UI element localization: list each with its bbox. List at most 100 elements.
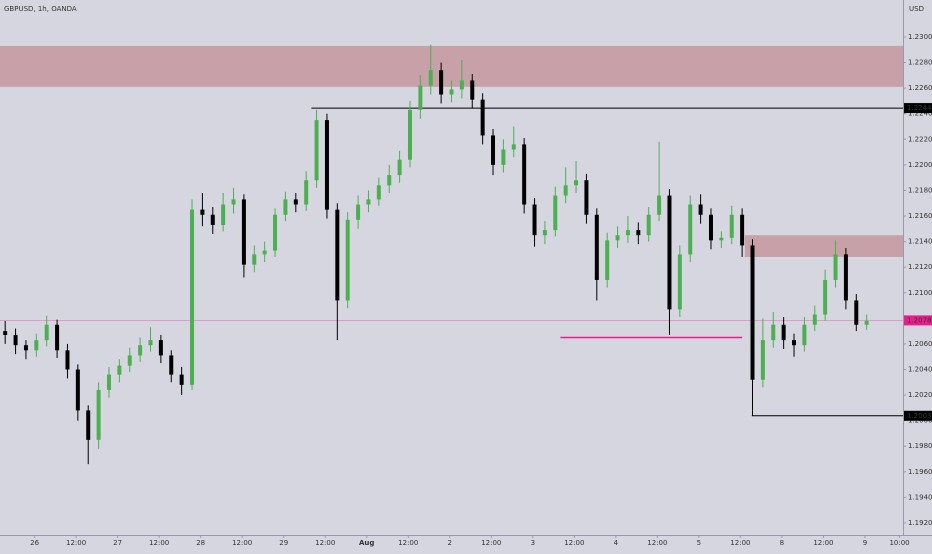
- y-tick-label: 1.23000: [908, 33, 932, 41]
- candle-body: [667, 195, 672, 310]
- y-tick-label: 1.22800: [908, 59, 932, 67]
- candle-body: [117, 365, 122, 375]
- x-tick-label: 9: [863, 539, 867, 547]
- candle-body: [428, 70, 433, 86]
- candle-body: [210, 214, 215, 225]
- x-tick-label: 12:00: [232, 539, 252, 547]
- candle-body: [314, 120, 319, 181]
- x-tick-label: 12:00: [564, 539, 584, 547]
- y-tick-label: 1.19800: [908, 442, 932, 450]
- x-tick-label: 5: [697, 539, 701, 547]
- y-tick-label: 1.21800: [908, 186, 932, 194]
- candle-body: [781, 324, 786, 341]
- x-tick-label: 12:00: [149, 539, 169, 547]
- candle-body: [625, 230, 630, 236]
- candle-body: [158, 340, 163, 356]
- candle-body: [169, 355, 174, 375]
- candle-body: [574, 180, 579, 186]
- candle-body: [335, 209, 340, 301]
- candle-body: [221, 204, 226, 225]
- y-tick-label: 1.21000: [908, 289, 932, 297]
- candle-body: [563, 185, 568, 196]
- candle-body: [127, 355, 132, 366]
- candle-body: [708, 214, 713, 241]
- candle-body: [470, 80, 475, 100]
- candle-body: [854, 300, 859, 325]
- candle-body: [459, 80, 464, 90]
- candle-body: [646, 214, 651, 236]
- candle-body: [179, 374, 184, 385]
- candle-body: [802, 324, 807, 346]
- x-tick-label: Aug: [359, 539, 374, 547]
- candle-body: [262, 250, 267, 255]
- candle-body: [397, 159, 402, 176]
- candle-body: [480, 99, 485, 136]
- candle-body: [304, 180, 309, 205]
- candle-body: [366, 199, 371, 205]
- candle-body: [511, 144, 516, 150]
- candle-body: [190, 209, 195, 385]
- y-tick-label: 1.21600: [908, 212, 932, 220]
- y-tick-label: 1.22000: [908, 161, 932, 169]
- candle-body: [605, 240, 610, 280]
- candle-body: [356, 204, 361, 220]
- x-tick-label: 3: [531, 539, 535, 547]
- y-tick-label: 1.20200: [908, 391, 932, 399]
- candle-body: [293, 199, 298, 205]
- candle-body: [553, 195, 558, 231]
- y-tick-label: 1.21400: [908, 238, 932, 246]
- y-tick-label: 1.22200: [908, 135, 932, 143]
- candle-body: [740, 214, 745, 246]
- x-tick-label: 2: [448, 539, 452, 547]
- candle-body: [252, 254, 257, 265]
- y-tick-label: 1.19600: [908, 468, 932, 476]
- x-tick-label: 12:00: [481, 539, 501, 547]
- candle-body: [698, 204, 703, 215]
- candle-body: [719, 237, 724, 241]
- x-tick-label: 8: [780, 539, 784, 547]
- candle-body: [86, 410, 91, 440]
- y-tick-label: 1.22400: [908, 110, 932, 118]
- candle-body: [833, 254, 838, 280]
- supply-zone: [0, 45, 903, 87]
- y-tick-label: 1.22600: [908, 84, 932, 92]
- x-tick-label: 12:00: [315, 539, 335, 547]
- candle-body: [594, 214, 599, 280]
- candle-body: [200, 209, 205, 215]
- candle-body: [75, 369, 80, 411]
- candle-body: [13, 334, 18, 346]
- y-tick-label: 1.19400: [908, 493, 932, 501]
- x-tick-label: 12:00: [647, 539, 667, 547]
- chart-title: GBPUSD, 1h, OANDA: [4, 5, 77, 13]
- candle-body: [491, 135, 496, 165]
- candle-body: [750, 245, 755, 380]
- candle-body: [542, 230, 547, 236]
- candle-body: [96, 389, 101, 440]
- candle-body: [44, 324, 49, 341]
- y-tick-label: 1.20400: [908, 365, 932, 373]
- x-tick-label: 12:00: [398, 539, 418, 547]
- candle-body: [148, 340, 153, 346]
- x-tick-label: 4: [614, 539, 619, 547]
- candle-body: [387, 175, 392, 186]
- candle-body: [241, 199, 246, 265]
- candle-body: [812, 314, 817, 325]
- price-tag-label: 1.22444: [907, 104, 932, 112]
- candle-body: [23, 345, 28, 351]
- candle-body: [283, 199, 288, 215]
- supply-zone: [744, 235, 903, 257]
- candle-body: [792, 340, 797, 346]
- x-tick-label: 27: [113, 539, 122, 547]
- candle-body: [532, 204, 537, 236]
- candle-body: [34, 340, 39, 351]
- y-tick-label: 1.19200: [908, 519, 932, 527]
- candle-body: [407, 109, 412, 160]
- price-tag-label: 1.20038: [907, 412, 932, 420]
- x-tick-label: 10:00: [889, 539, 909, 547]
- candle-body: [864, 320, 869, 325]
- candle-body: [449, 89, 454, 95]
- candle-body: [688, 204, 693, 255]
- candle-body: [522, 144, 527, 205]
